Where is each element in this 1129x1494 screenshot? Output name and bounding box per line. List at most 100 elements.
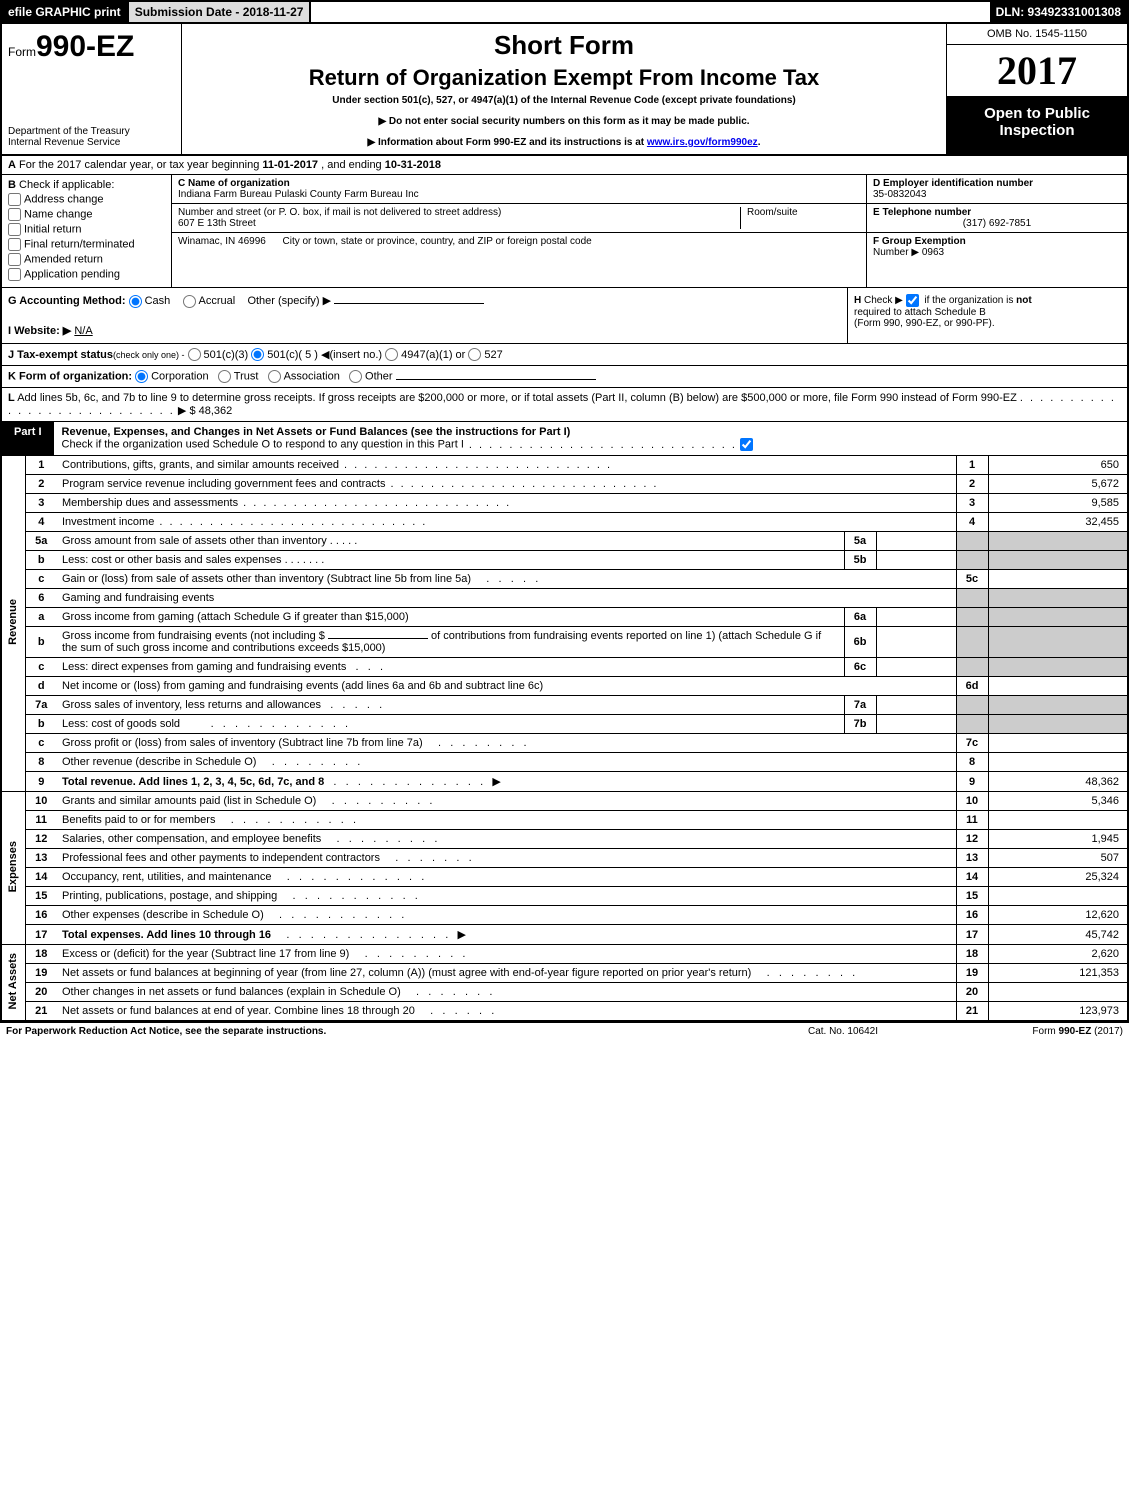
line-6-num: 6 <box>25 589 57 608</box>
line-7a-num: 7a <box>25 696 57 715</box>
line-4: 4 Investment income 4 32,455 <box>1 513 1128 532</box>
other-org-line <box>396 379 596 380</box>
radio-trust[interactable] <box>218 370 231 383</box>
line-6c-desc: Less: direct expenses from gaming and fu… <box>62 661 346 673</box>
line-7b-desc: Less: cost of goods sold <box>62 718 180 730</box>
subtitle: Under section 501(c), 527, or 4947(a)(1)… <box>192 95 936 106</box>
line-6b-desc1: Gross income from fundraising events (no… <box>62 630 325 642</box>
radio-501c-label: 501(c)( 5 ) ◀(insert no.) <box>267 349 382 361</box>
block-bcde: B Check if applicable: Address change Na… <box>0 175 1129 288</box>
radio-trust-label: Trust <box>234 371 259 383</box>
line-13-desc: Professional fees and other payments to … <box>62 852 380 864</box>
row-l: L Add lines 5b, 6c, and 7b to line 9 to … <box>0 388 1129 422</box>
accounting-method: G Accounting Method: Cash Accrual Other … <box>8 294 841 308</box>
city-value: Winamac, IN 46996 <box>178 236 266 247</box>
line-12: 12 Salaries, other compensation, and emp… <box>1 830 1128 849</box>
line-10-desc: Grants and similar amounts paid (list in… <box>62 795 316 807</box>
line-6-rshade <box>956 589 988 608</box>
submission-date: Submission Date - 2018-11-27 <box>129 2 312 22</box>
chk-schedule-o[interactable] <box>740 438 753 451</box>
chk-name-change[interactable]: Name change <box>8 208 165 221</box>
line-1-val: 650 <box>988 456 1128 475</box>
instruction-2-post: . <box>758 137 761 148</box>
line-17-arrow: ▶ <box>458 929 466 941</box>
line-16-num: 16 <box>25 906 57 925</box>
line-6a-mval <box>876 608 956 627</box>
phone-block: E Telephone number (317) 692-7851 <box>867 204 1127 233</box>
radio-accrual[interactable] <box>183 295 196 308</box>
chk-initial-return[interactable]: Initial return <box>8 223 165 236</box>
line-2-rnum: 2 <box>956 475 988 494</box>
line-17-num: 17 <box>25 925 57 945</box>
line-14-num: 14 <box>25 868 57 887</box>
line-8: 8 Other revenue (describe in Schedule O)… <box>1 753 1128 772</box>
label-i: I Website: ▶ <box>8 325 71 337</box>
chk-amended-return[interactable]: Amended return <box>8 253 165 266</box>
line-7c-rnum: 7c <box>956 734 988 753</box>
radio-corporation[interactable] <box>135 370 148 383</box>
j-sub: (check only one) - <box>113 350 185 360</box>
radio-527-label: 527 <box>484 349 502 361</box>
radio-501c[interactable] <box>251 348 264 361</box>
radio-association[interactable] <box>268 370 281 383</box>
chk-initial-return-label: Initial return <box>24 223 81 235</box>
line-5a: 5a Gross amount from sale of assets othe… <box>1 532 1128 551</box>
line-10-val: 5,346 <box>988 792 1128 811</box>
radio-other-org[interactable] <box>349 370 362 383</box>
form-prefix: Form <box>8 45 36 59</box>
part1-dots <box>464 439 737 451</box>
label-h: H <box>854 295 861 306</box>
radio-association-label: Association <box>284 371 340 383</box>
chk-final-return[interactable]: Final return/terminated <box>8 238 165 251</box>
h-check-text: Check ▶ <box>864 295 903 306</box>
chk-application-pending[interactable]: Application pending <box>8 268 165 281</box>
line-7a-desc: Gross sales of inventory, less returns a… <box>62 699 321 711</box>
line-6: 6 Gaming and fundraising events <box>1 589 1128 608</box>
line-7c-val <box>988 734 1128 753</box>
line-15-num: 15 <box>25 887 57 906</box>
h-text2: if the organization is <box>924 295 1016 306</box>
line-9-val: 48,362 <box>988 772 1128 792</box>
instruction-2-pre: ▶ Information about Form 990-EZ and its … <box>368 137 647 148</box>
label-c: C Name of organization <box>178 178 290 189</box>
label-d: D Employer identification number <box>873 178 1033 189</box>
line-7b-mval <box>876 715 956 734</box>
line-17-desc: Total expenses. Add lines 10 through 16 <box>62 929 271 941</box>
line-5b-mnum: 5b <box>844 551 876 570</box>
irs-link[interactable]: www.irs.gov/form990ez <box>647 137 758 148</box>
open-line1: Open to Public <box>951 105 1123 122</box>
room-suite: Room/suite <box>740 207 860 229</box>
radio-527[interactable] <box>468 348 481 361</box>
line-17: 17 Total expenses. Add lines 10 through … <box>1 925 1128 945</box>
line-7a-mnum: 7a <box>844 696 876 715</box>
line-15-rnum: 15 <box>956 887 988 906</box>
phone-value: (317) 692-7851 <box>873 218 1121 229</box>
line-5b-mval <box>876 551 956 570</box>
main-table: Revenue 1 Contributions, gifts, grants, … <box>0 456 1129 1022</box>
line-5c-desc: Gain or (loss) from sale of assets other… <box>62 573 471 585</box>
line-11-num: 11 <box>25 811 57 830</box>
line-20-val <box>988 983 1128 1002</box>
row-a-pre: For the 2017 calendar year, or tax year … <box>19 159 262 171</box>
label-l: L <box>8 392 15 404</box>
line-18-rnum: 18 <box>956 945 988 964</box>
line-3-val: 9,585 <box>988 494 1128 513</box>
line-7b-rshade <box>956 715 988 734</box>
line-4-desc: Investment income <box>62 516 154 528</box>
chk-address-change[interactable]: Address change <box>8 193 165 206</box>
line-20-num: 20 <box>25 983 57 1002</box>
line-6b: b Gross income from fundraising events (… <box>1 627 1128 658</box>
radio-4947[interactable] <box>385 348 398 361</box>
chk-schedule-b[interactable] <box>906 294 919 307</box>
line-6a-mnum: 6a <box>844 608 876 627</box>
line-5c-rnum: 5c <box>956 570 988 589</box>
l-text: Add lines 5b, 6c, and 7b to line 9 to de… <box>17 392 1017 404</box>
part1-subtitle: Check if the organization used Schedule … <box>62 439 464 451</box>
line-5b-rvalshade <box>988 551 1128 570</box>
line-11-val <box>988 811 1128 830</box>
line-11-rnum: 11 <box>956 811 988 830</box>
radio-501c3[interactable] <box>188 348 201 361</box>
radio-cash[interactable] <box>129 295 142 308</box>
radio-corporation-label: Corporation <box>151 371 208 383</box>
line-5b: b Less: cost or other basis and sales ex… <box>1 551 1128 570</box>
